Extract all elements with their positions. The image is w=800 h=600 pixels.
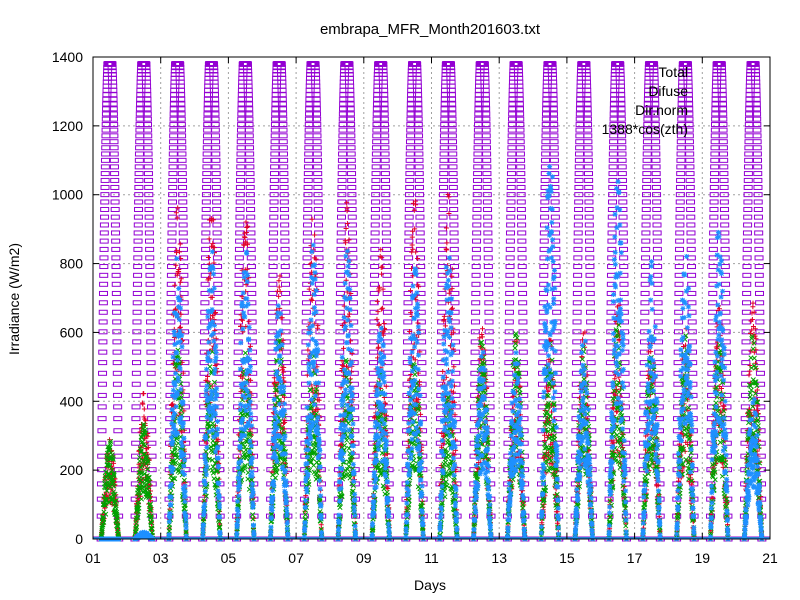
x-tick-label: 07 (288, 550, 304, 566)
legend-entry: 1388*cos(zth) (602, 121, 688, 137)
series-point (470, 349, 494, 542)
x-tick-label: 09 (356, 550, 372, 566)
series-point (606, 179, 629, 542)
series-point (538, 164, 562, 542)
y-tick-label: 200 (60, 462, 84, 478)
x-tick-label: 01 (85, 550, 101, 566)
series-point (301, 242, 325, 542)
series-point (502, 61, 530, 542)
y-tick-label: 1400 (52, 49, 83, 65)
grid-lines (93, 57, 770, 539)
series-point (232, 61, 259, 542)
y-axis-ticks: 0 200 400 600 800 1000 1200 1400 (52, 49, 770, 547)
series-point (707, 229, 731, 542)
series-point (640, 259, 663, 542)
series-point (234, 249, 257, 542)
y-tick-label: 1000 (52, 187, 83, 203)
series-point (299, 61, 327, 542)
series-point (435, 61, 462, 542)
series-point (367, 61, 395, 542)
series-point (739, 61, 767, 542)
series-point (130, 61, 158, 542)
legend-entry: Dir.norm (635, 102, 688, 118)
series-point (705, 61, 733, 542)
legend-entry: Total (658, 64, 688, 80)
series-point (98, 438, 122, 542)
series-point (504, 350, 528, 542)
x-tick-label: 03 (153, 550, 169, 566)
y-axis-label: Irradiance (W/m2) (6, 243, 22, 355)
series-point (96, 61, 124, 542)
y-tick-label: 0 (75, 531, 83, 547)
x-axis-ticks: 01 03 05 07 09 11 13 15 17 19 21 (85, 57, 778, 566)
legend-entry: Difuse (648, 83, 688, 99)
series-total (93, 192, 770, 542)
series-point (265, 61, 293, 542)
series-1388-cos-zth- (93, 61, 770, 542)
y-tick-label: 800 (60, 256, 84, 272)
x-tick-label: 11 (424, 550, 439, 566)
series-point (369, 325, 393, 542)
x-tick-label: 05 (221, 550, 237, 566)
x-tick-label: 17 (627, 550, 643, 566)
series-point (468, 61, 496, 542)
x-tick-label: 15 (559, 550, 575, 566)
legend: Total Difuse Dir.norm 1388*cos(zth) (602, 64, 689, 137)
x-tick-label: 21 (762, 550, 778, 566)
x-tick-label: 19 (695, 550, 711, 566)
x-axis-label: Days (414, 577, 446, 593)
series-point (604, 61, 631, 542)
series-point (638, 61, 665, 542)
y-tick-label: 400 (60, 393, 84, 409)
series-point (572, 338, 596, 542)
y-tick-label: 600 (60, 324, 84, 340)
series-point (166, 256, 189, 542)
series-point (132, 421, 156, 542)
series-point (200, 249, 223, 542)
series-point (403, 266, 426, 542)
x-tick-label: 13 (491, 550, 507, 566)
series-point (741, 396, 765, 542)
series-point (335, 248, 359, 542)
chart-title: embrapa_MFR_Month201603.txt (320, 21, 541, 38)
y-tick-label: 1200 (52, 118, 83, 134)
series-point (267, 303, 291, 542)
